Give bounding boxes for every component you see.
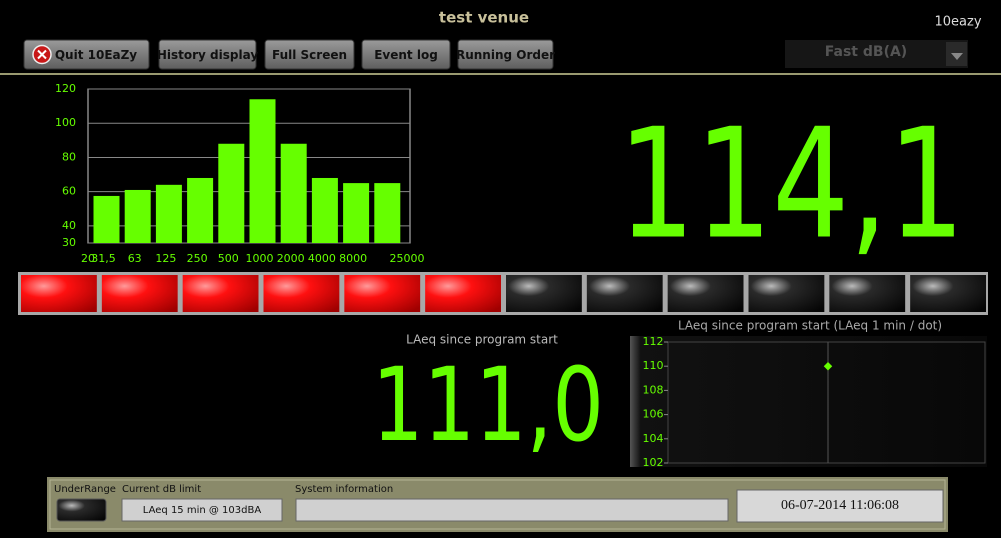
toolbar-button-label: Running Order <box>456 48 555 62</box>
bar <box>249 99 276 244</box>
y-tick-label: 80 <box>62 150 76 163</box>
plot-area <box>667 341 986 464</box>
laeq-label: LAeq since program start <box>406 333 558 347</box>
datetime-box <box>736 489 944 523</box>
chart-title: LAeq since program start (LAeq 1 min / d… <box>678 319 942 333</box>
meter-segment <box>910 275 986 312</box>
venue-title: test venue <box>439 9 529 27</box>
status-border <box>49 479 946 530</box>
meter-segment <box>101 275 178 312</box>
level-meter <box>18 272 988 315</box>
x-tick-label: 8000 <box>339 252 367 265</box>
x-tick-label: 4000 <box>308 252 336 265</box>
meter-segment <box>506 275 582 312</box>
bar <box>311 177 338 243</box>
quit-icon-cross <box>37 49 47 60</box>
meter-segment <box>21 275 97 312</box>
underrange-label: UnderRange <box>54 484 116 495</box>
x-tick-label: 31,5 <box>91 252 116 265</box>
meter-segment <box>748 275 825 312</box>
y-tick-label: 120 <box>55 82 76 95</box>
underrange-led <box>56 498 107 522</box>
toolbar-button[interactable] <box>23 39 150 70</box>
meter-segment <box>829 275 906 312</box>
meter-segment <box>263 275 340 312</box>
history-panel <box>630 336 987 467</box>
toolbar-button-label: Quit 10EaZy <box>55 48 137 62</box>
x-tick-label: 2000 <box>277 252 305 265</box>
mode-text: Fast dB(A) <box>825 44 907 60</box>
y-tick-label: 112 <box>643 335 664 348</box>
y-tick-label: 102 <box>643 456 664 469</box>
limit-box <box>121 498 283 522</box>
dot <box>823 361 833 371</box>
bar <box>187 177 214 243</box>
bar <box>124 189 151 243</box>
mode-dropdown[interactable] <box>785 40 968 68</box>
logo: 10eazy <box>934 15 981 30</box>
toolbar-button[interactable] <box>158 39 257 70</box>
bar <box>343 183 370 243</box>
bar <box>218 143 245 243</box>
x-tick-label: 25000 <box>390 252 425 265</box>
toolbar-button-label: Full Screen <box>272 48 347 62</box>
limit-value: LAeq 15 min @ 103dBA <box>143 505 262 516</box>
y-tick-label: 110 <box>643 359 664 372</box>
y-tick-label: 108 <box>643 383 664 396</box>
meter-segment <box>586 275 663 312</box>
level-value: 114,1 <box>618 96 965 273</box>
toolbar: Quit 10EaZy History display Full Screen Eve… <box>23 39 555 70</box>
bar <box>374 183 401 243</box>
meter-segment <box>425 275 501 312</box>
system-box <box>295 498 729 522</box>
y-tick-label: 60 <box>62 185 76 198</box>
toolbar-button-label: History display <box>157 48 258 62</box>
toolbar-button-label: Event log <box>374 48 438 62</box>
toolbar-button[interactable] <box>264 39 355 70</box>
x-tick-label: 63 <box>128 252 142 265</box>
x-tick-label: 250 <box>187 252 208 265</box>
y-tick-label: 40 <box>62 219 76 232</box>
datetime: 06-07-2014 11:06:08 <box>781 498 899 513</box>
meter-frame <box>18 272 988 315</box>
y-tick-label: 30 <box>62 236 76 249</box>
toolbar-button[interactable] <box>361 39 451 70</box>
dropdown-arrow <box>951 53 963 60</box>
bar <box>280 143 307 243</box>
y-tick-label: 100 <box>55 116 76 129</box>
history-chart: LAeq since program start (LAeq 1 min / d… <box>643 319 986 469</box>
toolbar-button[interactable] <box>457 39 554 70</box>
x-tick-label: 500 <box>218 252 239 265</box>
y-tick-label: 106 <box>643 408 664 421</box>
meter-segment <box>344 275 421 312</box>
laeq-value: 111,0 <box>372 346 604 465</box>
x-tick-label: 125 <box>155 252 176 265</box>
meter-segment <box>182 275 259 312</box>
y-tick-label: 104 <box>643 432 664 445</box>
x-edge-label: 20 <box>81 252 95 265</box>
x-tick-label: 1000 <box>246 252 274 265</box>
bar <box>155 184 182 243</box>
system-label: System information <box>295 484 393 495</box>
limit-label: Current dB limit <box>122 484 201 495</box>
bar <box>93 195 120 243</box>
meter-segment <box>667 275 744 312</box>
